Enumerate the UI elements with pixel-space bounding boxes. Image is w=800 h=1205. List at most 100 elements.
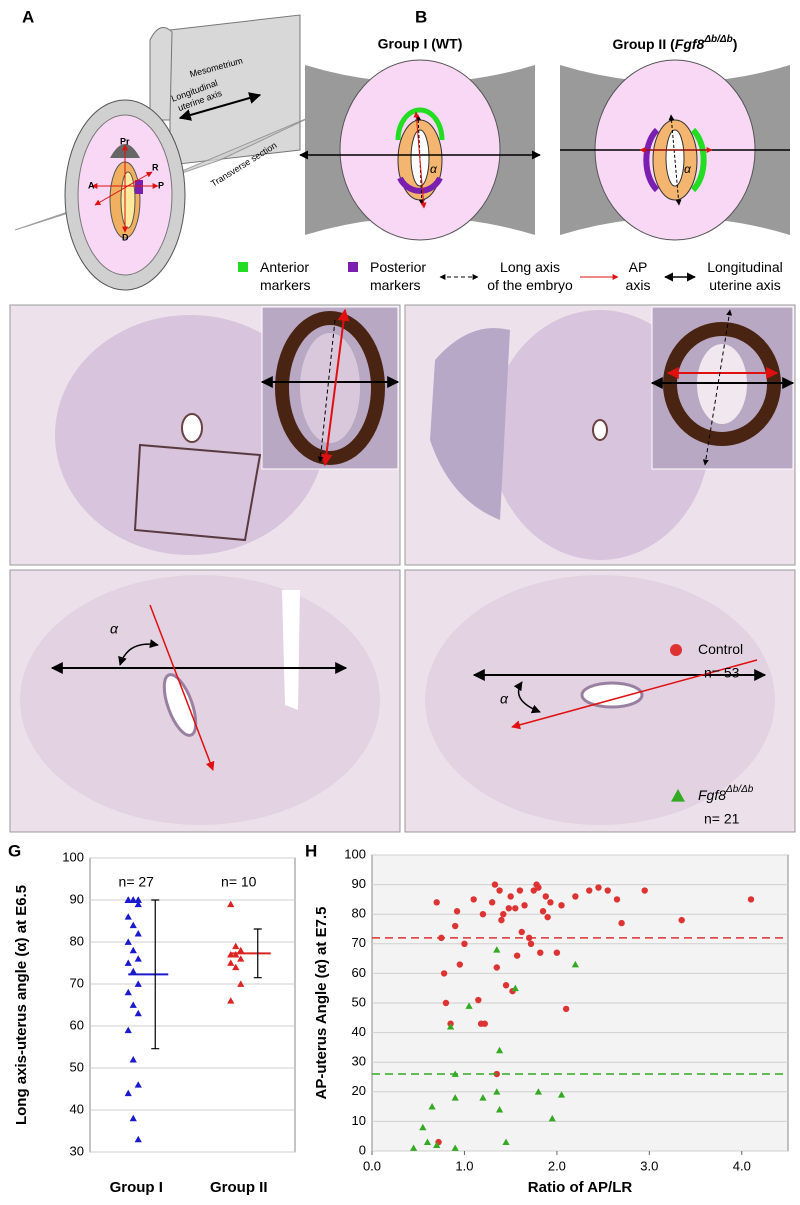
legend-label: Fgf8Δb/Δb bbox=[698, 784, 754, 803]
y-tick-label: 100 bbox=[62, 849, 84, 864]
legend-line: Anterior bbox=[260, 259, 309, 275]
panel-a: Mesometrium Longitudinaluterine axis Tra… bbox=[14, 14, 316, 291]
point bbox=[557, 1091, 566, 1098]
point bbox=[465, 1002, 473, 1009]
point bbox=[134, 1009, 142, 1017]
title-part: ) bbox=[733, 36, 738, 52]
point bbox=[479, 911, 487, 918]
point bbox=[237, 955, 245, 962]
point bbox=[124, 988, 132, 996]
x-tick-label: 2.0 bbox=[548, 1158, 566, 1173]
count-label: n= 27 bbox=[119, 874, 155, 890]
group-title: Group I (WT) bbox=[378, 36, 463, 52]
legend-line: Posterior bbox=[370, 259, 426, 275]
point bbox=[423, 1138, 432, 1145]
y-tick-label: 60 bbox=[70, 1017, 84, 1032]
point bbox=[134, 1135, 142, 1143]
point bbox=[134, 980, 142, 987]
point bbox=[134, 930, 142, 937]
point bbox=[438, 934, 445, 942]
title-part: Fgf8 bbox=[675, 36, 705, 52]
alpha: α bbox=[110, 621, 119, 637]
point bbox=[493, 946, 501, 953]
point bbox=[530, 887, 537, 894]
point bbox=[535, 884, 542, 891]
title-part: Group II ( bbox=[613, 36, 676, 52]
point bbox=[562, 1005, 570, 1013]
y-tick-label: 70 bbox=[70, 975, 84, 990]
panel-label: B bbox=[415, 7, 427, 26]
legend-line: axis bbox=[626, 277, 651, 293]
point bbox=[496, 887, 503, 894]
photo-d bbox=[404, 304, 796, 566]
point bbox=[747, 896, 755, 903]
point bbox=[493, 1088, 501, 1095]
point bbox=[129, 921, 137, 929]
point bbox=[124, 1026, 132, 1034]
point bbox=[511, 984, 519, 992]
y-tick-label: 80 bbox=[70, 933, 84, 948]
legend-marker bbox=[670, 644, 682, 656]
point bbox=[548, 1114, 556, 1122]
panel-label: A bbox=[22, 7, 34, 26]
point bbox=[470, 896, 477, 903]
point bbox=[129, 1114, 137, 1122]
x-tick-label: Group I bbox=[110, 1179, 163, 1196]
point bbox=[410, 1144, 418, 1151]
label: P bbox=[158, 180, 164, 190]
y-tick-label: 20 bbox=[352, 1083, 366, 1098]
alpha: α bbox=[684, 162, 692, 176]
legend-label: Control bbox=[698, 641, 743, 657]
y-tick-label: 0 bbox=[359, 1142, 366, 1157]
point bbox=[227, 900, 235, 908]
point bbox=[227, 959, 235, 966]
point bbox=[129, 946, 137, 954]
count-label: n= 21 bbox=[704, 811, 740, 827]
point bbox=[604, 887, 611, 894]
point bbox=[134, 900, 142, 908]
point bbox=[521, 902, 528, 909]
y-tick-label: 90 bbox=[352, 876, 366, 891]
point bbox=[451, 1070, 459, 1077]
point bbox=[571, 960, 579, 968]
label: D bbox=[122, 232, 129, 242]
point bbox=[500, 911, 507, 918]
point bbox=[505, 905, 513, 912]
point bbox=[498, 916, 505, 924]
plot-area bbox=[89, 857, 296, 1153]
x-axis-title: Ratio of AP/LR bbox=[528, 1179, 633, 1196]
point bbox=[518, 928, 525, 936]
label: R bbox=[152, 162, 159, 172]
x-tick-label: 4.0 bbox=[733, 1158, 751, 1173]
point bbox=[558, 902, 565, 909]
point bbox=[495, 1046, 504, 1054]
group-title: Group II (Fgf8Δb/Δb) bbox=[613, 34, 738, 52]
point bbox=[124, 896, 132, 903]
point bbox=[481, 1020, 488, 1027]
label: A bbox=[88, 180, 95, 190]
point bbox=[553, 949, 561, 956]
point bbox=[534, 1088, 542, 1095]
point bbox=[129, 1001, 137, 1008]
point bbox=[129, 896, 137, 903]
point bbox=[442, 999, 450, 1007]
point bbox=[516, 887, 524, 894]
photo-f: α bbox=[404, 569, 796, 833]
point bbox=[525, 934, 533, 942]
legend: Anterior markers Posterior markers Long ax… bbox=[238, 259, 783, 293]
point bbox=[124, 913, 132, 920]
legend-line: of the embryo bbox=[487, 277, 573, 293]
alpha: α bbox=[500, 691, 509, 707]
y-tick-label: 50 bbox=[70, 1059, 84, 1074]
y-tick-label: 30 bbox=[70, 1143, 84, 1158]
photo-c bbox=[9, 304, 401, 566]
point bbox=[440, 970, 448, 977]
y-tick-label: 10 bbox=[352, 1113, 366, 1128]
legend-line: Longitudinal bbox=[707, 259, 783, 275]
legend-line: uterine axis bbox=[709, 277, 781, 293]
point bbox=[479, 1094, 487, 1101]
point bbox=[428, 1103, 436, 1110]
x-tick-label: 1.0 bbox=[455, 1158, 473, 1173]
legend-superscript: Δb/Δb bbox=[725, 784, 754, 795]
point bbox=[419, 1123, 427, 1131]
